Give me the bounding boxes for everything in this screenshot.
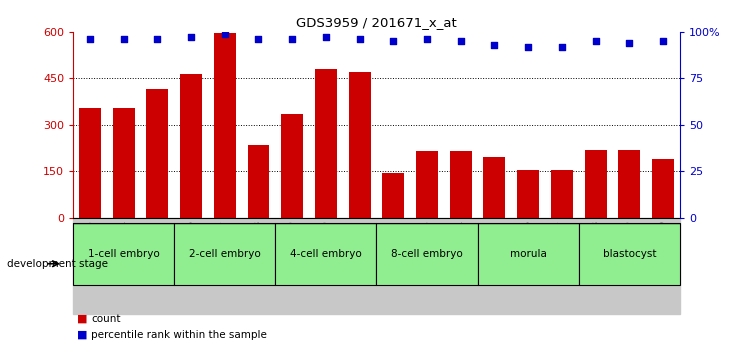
Bar bbox=[618, 149, 640, 218]
Point bbox=[185, 35, 197, 40]
Bar bbox=[174, 223, 276, 285]
Text: ■: ■ bbox=[77, 314, 87, 324]
Point bbox=[354, 36, 366, 42]
Text: count: count bbox=[91, 314, 121, 324]
Bar bbox=[315, 69, 337, 218]
Bar bbox=[382, 173, 404, 218]
Bar bbox=[79, 108, 101, 218]
Point bbox=[590, 38, 602, 44]
Text: 2-cell embryo: 2-cell embryo bbox=[189, 249, 261, 259]
Point bbox=[657, 38, 669, 44]
Text: morula: morula bbox=[510, 249, 547, 259]
Point bbox=[455, 38, 466, 44]
Bar bbox=[579, 223, 680, 285]
Point bbox=[151, 36, 163, 42]
Point bbox=[287, 36, 298, 42]
Bar bbox=[73, 223, 174, 285]
Bar bbox=[551, 170, 573, 218]
Text: development stage: development stage bbox=[7, 259, 108, 269]
Bar bbox=[73, 218, 680, 314]
Point bbox=[84, 36, 96, 42]
Bar bbox=[450, 151, 471, 218]
Title: GDS3959 / 201671_x_at: GDS3959 / 201671_x_at bbox=[296, 16, 457, 29]
Point bbox=[253, 36, 265, 42]
Text: 1-cell embryo: 1-cell embryo bbox=[88, 249, 159, 259]
Bar bbox=[518, 170, 539, 218]
Text: percentile rank within the sample: percentile rank within the sample bbox=[91, 330, 268, 339]
Bar bbox=[416, 151, 438, 218]
Point bbox=[219, 31, 230, 36]
Bar bbox=[585, 149, 607, 218]
Point bbox=[118, 36, 129, 42]
Point bbox=[387, 38, 399, 44]
Point bbox=[556, 44, 568, 50]
Bar bbox=[281, 114, 303, 218]
Point bbox=[421, 36, 433, 42]
Point bbox=[522, 44, 534, 50]
Bar bbox=[349, 72, 371, 218]
Text: blastocyst: blastocyst bbox=[602, 249, 656, 259]
Text: 4-cell embryo: 4-cell embryo bbox=[290, 249, 362, 259]
Bar bbox=[276, 223, 376, 285]
Bar bbox=[652, 159, 674, 218]
Bar bbox=[248, 145, 270, 218]
Point bbox=[488, 42, 500, 48]
Bar bbox=[146, 89, 168, 218]
Bar bbox=[180, 74, 202, 218]
Bar bbox=[376, 223, 477, 285]
Bar bbox=[113, 108, 135, 218]
Point bbox=[320, 35, 332, 40]
Text: ■: ■ bbox=[77, 330, 87, 339]
Bar bbox=[477, 223, 579, 285]
Text: 8-cell embryo: 8-cell embryo bbox=[391, 249, 463, 259]
Bar bbox=[214, 33, 235, 218]
Bar bbox=[483, 157, 505, 218]
Point bbox=[624, 40, 635, 46]
